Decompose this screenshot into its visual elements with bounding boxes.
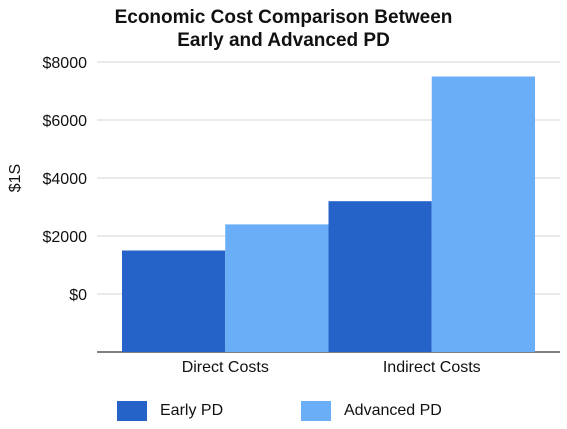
y-tick-label: $0 xyxy=(69,287,87,304)
legend-item-early-pd: Early PD xyxy=(117,398,223,424)
x-category-label: Direct Costs xyxy=(182,359,269,376)
bar-advanced-pd-direct-costs xyxy=(225,224,329,352)
bar-advanced-pd-indirect-costs xyxy=(431,76,535,352)
chart-title-line-2: Early and Advanced PD xyxy=(177,30,390,51)
legend-swatch-early-pd xyxy=(117,401,147,421)
y-axis-title: $1S xyxy=(7,164,24,192)
y-tick-label: $2000 xyxy=(43,229,88,246)
bar-early-pd-indirect-costs xyxy=(328,201,432,352)
chart-title-line-1: Economic Cost Comparison Between xyxy=(114,7,453,28)
chart-title: Economic Cost Comparison Between Early a… xyxy=(0,6,567,52)
bar-early-pd-direct-costs xyxy=(122,250,226,352)
x-category-label: Indirect Costs xyxy=(383,359,481,376)
y-tick-label: $4000 xyxy=(43,171,88,188)
legend-label-early-pd: Early PD xyxy=(160,402,224,419)
y-tick-label: $8000 xyxy=(43,55,88,72)
legend-swatch-advanced-pd xyxy=(301,401,331,421)
legend-label-advanced-pd: Advanced PD xyxy=(344,402,442,419)
legend-item-advanced-pd: Advanced PD xyxy=(301,398,442,424)
chart-legend: Early PD Advanced PD xyxy=(0,398,567,424)
y-tick-label: $6000 xyxy=(43,113,88,130)
